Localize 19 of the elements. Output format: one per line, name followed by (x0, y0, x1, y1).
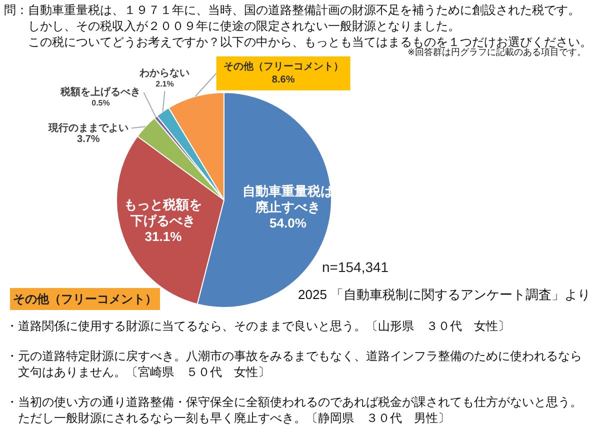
slice-label: わからない (138, 68, 190, 79)
text: 2025 「自動車税制に関するアンケート調査」より (298, 287, 591, 303)
text: ・道路関係に使用する財源に当てるなら、そのままで良いと思う。〔山形県 ３０代 女性〕 (6, 318, 511, 334)
data-label: 31.1% (144, 229, 182, 244)
data-label: 54.0% (270, 216, 307, 231)
text: ・当初の使い方の通り道路整備・保守保全に全額使われるのであれば税金が課されても仕方がないと思う。ただし一般財源にされるなら一刻も早く廃止すべき。〔静岡県 ３０代 男性〕 (6, 394, 583, 426)
slice-label: もっと税額を下げるべき (124, 197, 202, 228)
text: その他（フリーコメント） (10, 288, 160, 310)
text: ・元の道路特定財源に戻すべき。八潮市の事故をみるまでもなく、道路インフラ整備のために使われるなら文句はありません。〔宮崎県 ５０代 女性〕 (6, 348, 583, 380)
data-label: 2.1% (156, 79, 174, 88)
text: n=154,341 (322, 259, 389, 276)
text: ※回答群は円グラフに記載のある項目です。 (407, 47, 586, 58)
slice-label: 現行のままでよい (47, 122, 128, 134)
data-label: 0.5% (92, 98, 110, 108)
slice-label: 税額を上げるべき (60, 86, 141, 98)
data-label: 8.6% (272, 74, 295, 86)
data-label: 3.7% (77, 134, 100, 145)
chart-title: 問：自動車重量税は、１９７１年に、当時、国の道路整備計画の財源不足を補うために創設された税です。しかし、その税収入が２００９年に使途の限定されない一般財源となりました。この税についてどうお考えですか？以下の中から、もっとも当てはまるものを１つだけお選びください。 (4, 2, 592, 49)
slice-label: その他（フリーコメント） (223, 60, 344, 73)
